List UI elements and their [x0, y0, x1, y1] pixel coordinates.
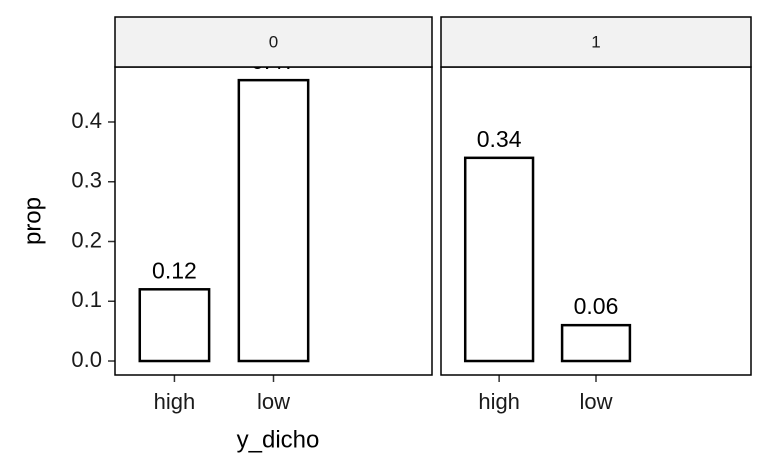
y-tick-label: 0.4	[71, 108, 102, 133]
bar	[560, 323, 632, 363]
x-tick-label: high	[154, 389, 196, 414]
strip	[114, 16, 433, 68]
y-tick-label: 0.1	[71, 287, 102, 312]
y-axis-label: prop	[19, 197, 46, 245]
y-tick-label: 0.2	[71, 227, 102, 252]
y-tick-label: 0.3	[71, 168, 102, 193]
bar	[463, 156, 535, 363]
x-tick-label: low	[257, 389, 290, 414]
x-axis-label: y_dicho	[237, 426, 320, 453]
value-label: 0.12	[152, 257, 197, 283]
bar	[237, 78, 310, 363]
strip-label: 0	[269, 32, 278, 51]
bar	[138, 288, 211, 363]
y-tick-label: 0.0	[71, 347, 102, 372]
value-label: 0.34	[477, 126, 522, 152]
value-label: 0.06	[574, 293, 619, 319]
x-tick-label: low	[579, 389, 612, 414]
strip-label: 1	[591, 32, 600, 51]
strip	[440, 16, 752, 68]
x-tick-label: high	[478, 389, 520, 414]
